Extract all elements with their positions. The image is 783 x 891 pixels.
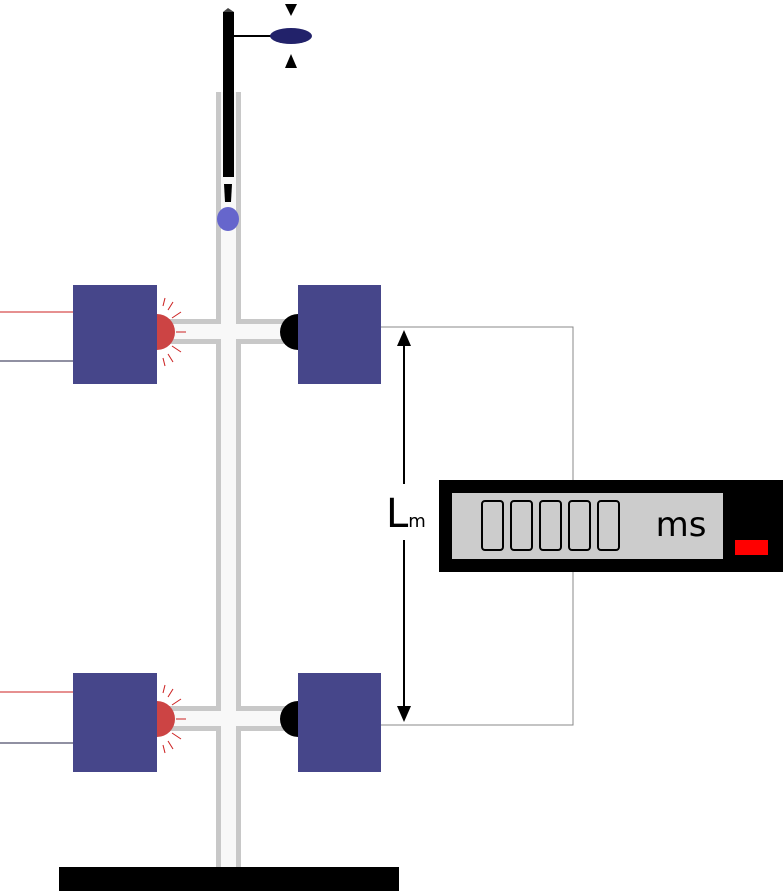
lower-emitter <box>157 701 175 737</box>
lower-emitter-rays <box>162 684 186 754</box>
upper-light-gate <box>0 285 381 384</box>
timer-digit-frame <box>481 500 504 551</box>
timer-digit-frame <box>539 500 562 551</box>
timer-display <box>452 493 723 559</box>
lower-receiver <box>280 701 298 737</box>
length-label: Lm <box>386 491 426 537</box>
stand-base <box>59 867 399 891</box>
release-ball[interactable] <box>270 28 312 44</box>
timer-wiring <box>381 326 574 726</box>
upper-receiver-block <box>298 285 381 384</box>
timer-device: 0 0 0 0 0 ms <box>439 480 783 572</box>
arrow-up-icon <box>285 54 297 68</box>
timer-indicator-light <box>735 540 768 555</box>
dimension-arrow-up-icon <box>397 330 411 346</box>
timer-digits: 0 0 0 0 0 <box>481 500 620 551</box>
timer-unit: ms <box>656 505 707 545</box>
length-dimension: Lm <box>386 330 426 722</box>
arrow-down-icon <box>285 4 297 16</box>
upper-emitter-rays <box>162 297 186 367</box>
lower-emitter-block <box>73 673 157 772</box>
falling-ball <box>217 207 239 231</box>
drop-rod-icon[interactable] <box>223 8 271 202</box>
upper-receiver <box>280 314 298 350</box>
lower-light-gate <box>0 673 381 772</box>
length-subscript: m <box>408 511 426 532</box>
timer-digit-frame <box>510 500 533 551</box>
upper-emitter-block <box>73 285 157 384</box>
timer-digit-frame <box>568 500 591 551</box>
timer-digit-frame <box>597 500 620 551</box>
dimension-arrow-down-icon <box>397 706 411 722</box>
upper-emitter <box>157 314 175 350</box>
lower-receiver-block <box>298 673 381 772</box>
